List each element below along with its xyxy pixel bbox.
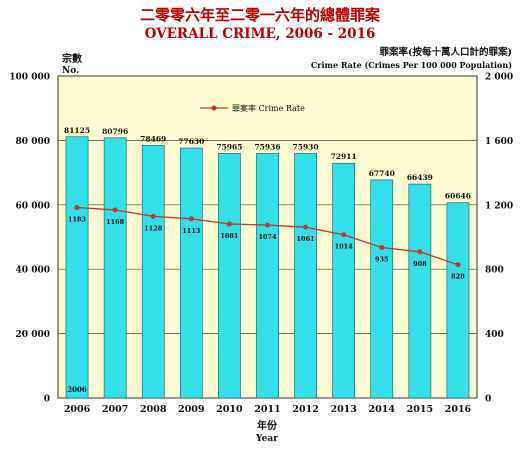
bar-value-label: 75936 xyxy=(254,142,280,151)
crime-rate-point xyxy=(265,222,270,228)
crime-rate-point xyxy=(303,224,309,230)
legend-marker-swatch xyxy=(211,105,217,111)
right-axis-label-zh: 罪案率(按每十萬人口計的罪案) xyxy=(380,46,513,58)
bar-value-label: 60646 xyxy=(445,192,471,201)
crime-rate-label: 1074 xyxy=(258,233,277,241)
bar-2011 xyxy=(256,153,279,399)
x-tick-label: 2015 xyxy=(407,404,433,415)
crime-rate-point xyxy=(226,221,232,227)
left-tick-label: 20 000 xyxy=(16,330,50,340)
left-tick-label: 60 000 xyxy=(16,201,50,211)
left-axis-label-zh: 宗數 xyxy=(62,52,82,65)
crime-rate-label: 1183 xyxy=(68,216,87,224)
crime-rate-label: 935 xyxy=(375,255,389,263)
bar-2007 xyxy=(103,137,127,399)
bar-2014 xyxy=(370,179,394,399)
crime-rate-point xyxy=(379,244,385,250)
x-axis-label-en: Year xyxy=(255,434,278,444)
x-axis-label-zh: 年份 xyxy=(257,419,278,432)
chart-title-zh: 二零零六年至二零一六年的總體罪案 xyxy=(140,6,381,24)
right-tick-label: 1 200 xyxy=(485,201,513,211)
right-tick-label: 0 xyxy=(485,395,491,405)
x-tick-label: 2014 xyxy=(369,404,396,415)
x-tick-label: 2008 xyxy=(140,404,167,415)
crime-rate-label: 1061 xyxy=(297,235,315,243)
legend-label: 罪案率 Crime Rate xyxy=(232,103,305,113)
bar-2015 xyxy=(408,183,432,399)
bar-value-label: 75930 xyxy=(293,143,319,152)
crime-rate-label: 1168 xyxy=(106,218,125,226)
crime-rate-point xyxy=(112,207,118,213)
crime-rate-point xyxy=(341,232,347,238)
bar-2009 xyxy=(179,147,203,399)
bar-inner-label: 2006 xyxy=(67,385,87,394)
bar-value-label: 67740 xyxy=(369,169,395,178)
x-tick-label: 2016 xyxy=(445,404,472,415)
crime-rate-label: 1113 xyxy=(182,227,201,235)
crime-rate-label: 1014 xyxy=(335,243,354,251)
bar-2013 xyxy=(332,162,356,399)
x-tick-label: 2006 xyxy=(64,404,91,415)
left-tick-label: 100 000 xyxy=(9,73,50,83)
crime-rate-label: 1128 xyxy=(144,224,163,232)
bar-value-label: 66439 xyxy=(407,173,433,182)
left-axis-label-en: No. xyxy=(62,66,79,76)
right-tick-label: 800 xyxy=(485,266,504,276)
bar-2012 xyxy=(294,153,317,399)
right-tick-label: 2 000 xyxy=(485,73,513,83)
crime-rate-label: 828 xyxy=(451,273,465,281)
x-tick-label: 2013 xyxy=(330,404,356,415)
bar-2006 xyxy=(65,136,89,399)
crime-rate-point xyxy=(417,249,423,255)
left-tick-label: 40 000 xyxy=(16,266,50,276)
x-tick-label: 2009 xyxy=(178,404,205,415)
bar-value-label: 81125 xyxy=(64,126,90,135)
x-tick-label: 2007 xyxy=(102,404,128,415)
right-tick-label: 400 xyxy=(485,330,504,340)
x-tick-label: 2010 xyxy=(216,404,243,415)
bar-value-label: 77630 xyxy=(178,137,204,146)
chart-title-en: OVERALL CRIME, 2006 - 2016 xyxy=(145,26,376,42)
left-tick-label: 80 000 xyxy=(16,137,50,147)
bar-2016 xyxy=(446,202,470,399)
right-tick-label: 1 600 xyxy=(485,137,513,147)
bar-value-label: 75965 xyxy=(216,142,242,151)
crime-rate-label: 1081 xyxy=(220,232,238,240)
bar-value-label: 80796 xyxy=(102,127,128,136)
bar-2010 xyxy=(218,153,241,399)
crime-rate-point xyxy=(455,262,461,268)
bar-2008 xyxy=(141,145,165,399)
left-tick-label: 0 xyxy=(44,395,50,405)
x-tick-label: 2012 xyxy=(292,404,318,415)
crime-rate-label: 908 xyxy=(413,260,427,268)
crime-rate-point xyxy=(74,205,80,211)
right-axis-label-en: Crime Rate (Crimes Per 100 000 Populatio… xyxy=(311,60,512,70)
bar-value-label: 78469 xyxy=(140,134,166,143)
crime-rate-point xyxy=(188,216,194,222)
x-tick-label: 2011 xyxy=(254,404,280,415)
bar-value-label: 72911 xyxy=(331,152,357,161)
crime-rate-point xyxy=(150,213,156,219)
